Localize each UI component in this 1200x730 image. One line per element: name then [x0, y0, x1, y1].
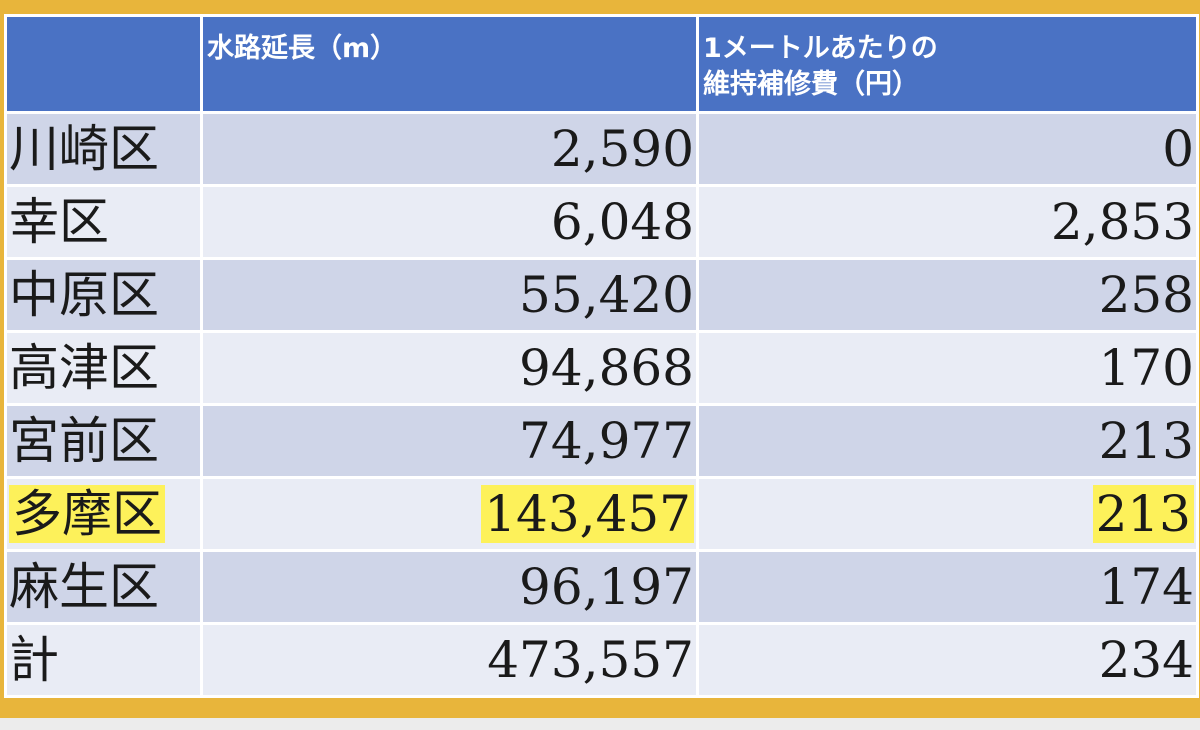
bottom-bar [0, 718, 1200, 730]
cost-per-meter-cell-text: 213 [1092, 485, 1194, 543]
cost-per-meter-cell: 0 [696, 111, 1199, 187]
waterway-length-cell: 94,868 [200, 330, 699, 406]
ward-name-cell: 中原区 [4, 257, 203, 333]
ward-name-cell: 幸区 [4, 184, 203, 260]
ward-name-cell-text: 麻生区 [9, 558, 159, 616]
table-row: 高津区 94,868 170 [4, 330, 1199, 406]
waterway-length-cell-text: 96,197 [519, 558, 694, 616]
header-cost-line-1: 1メートルあたりの [703, 33, 938, 64]
table-row: 宮前区 74,977 213 [4, 403, 1199, 479]
waterway-length-cell: 473,557 [200, 622, 699, 698]
cost-per-meter-cell: 213 [696, 476, 1199, 552]
header-cost-per-meter: 1メートルあたりの 維持補修費（円） [696, 14, 1199, 114]
ward-name-cell: 多摩区 [4, 476, 203, 552]
waterway-length-cell-text: 143,457 [481, 485, 694, 543]
cost-per-meter-cell-text: 170 [1098, 339, 1194, 397]
table-body: 川崎区 2,590 0 幸区 6,048 2,853 中原区 55,420 258 高津区 94,8… [4, 111, 1199, 698]
cost-per-meter-cell-text: 234 [1098, 631, 1194, 689]
table-row: 中原区 55,420 258 [4, 257, 1199, 333]
ward-name-cell-text: 計 [9, 631, 59, 689]
cost-per-meter-cell-text: 213 [1098, 412, 1194, 470]
waterway-length-cell-text: 74,977 [519, 412, 694, 470]
ward-name-cell-text: 高津区 [9, 339, 159, 397]
ward-name-cell: 計 [4, 622, 203, 698]
waterway-length-cell-text: 2,590 [550, 120, 694, 178]
waterway-length-cell-text: 94,868 [519, 339, 694, 397]
cost-per-meter-cell: 2,853 [696, 184, 1199, 260]
ward-name-cell: 麻生区 [4, 549, 203, 625]
maintenance-cost-table: 水路延長（m） 1メートルあたりの 維持補修費（円） 川崎区 2,590 0 幸区 6,… [4, 14, 1199, 698]
cost-per-meter-cell-text: 0 [1162, 120, 1194, 178]
waterway-length-cell: 6,048 [200, 184, 699, 260]
ward-name-cell: 高津区 [4, 330, 203, 406]
table-row: 川崎区 2,590 0 [4, 111, 1199, 187]
table-row: 麻生区 96,197 174 [4, 549, 1199, 625]
cost-per-meter-cell: 170 [696, 330, 1199, 406]
waterway-length-cell: 55,420 [200, 257, 699, 333]
ward-name-cell-text: 多摩区 [9, 485, 165, 543]
waterway-length-cell: 96,197 [200, 549, 699, 625]
ward-name-cell-text: 川崎区 [9, 120, 159, 178]
header-waterway-length: 水路延長（m） [200, 14, 699, 114]
header-ward [4, 14, 203, 114]
cost-per-meter-cell: 213 [696, 403, 1199, 479]
waterway-length-cell-text: 6,048 [550, 193, 694, 251]
ward-name-cell: 川崎区 [4, 111, 203, 187]
ward-name-cell: 宮前区 [4, 403, 203, 479]
cost-per-meter-cell-text: 258 [1098, 266, 1194, 324]
table-row: 計 473,557 234 [4, 622, 1199, 698]
cost-per-meter-cell: 234 [696, 622, 1199, 698]
header-cost-line-2: 維持補修費（円） [703, 69, 919, 100]
waterway-length-cell: 74,977 [200, 403, 699, 479]
waterway-length-cell: 2,590 [200, 111, 699, 187]
ward-name-cell-text: 宮前区 [9, 412, 159, 470]
cost-per-meter-cell-text: 2,853 [1050, 193, 1194, 251]
table-row: 幸区 6,048 2,853 [4, 184, 1199, 260]
waterway-length-cell: 143,457 [200, 476, 699, 552]
table-row: 多摩区 143,457 213 [4, 476, 1199, 552]
ward-name-cell-text: 中原区 [9, 266, 159, 324]
cost-per-meter-cell-text: 174 [1098, 558, 1194, 616]
waterway-length-cell-text: 55,420 [519, 266, 694, 324]
ward-name-cell-text: 幸区 [9, 193, 109, 251]
cost-per-meter-cell: 258 [696, 257, 1199, 333]
cost-per-meter-cell: 174 [696, 549, 1199, 625]
header-row: 水路延長（m） 1メートルあたりの 維持補修費（円） [4, 14, 1199, 114]
waterway-length-cell-text: 473,557 [487, 631, 694, 689]
